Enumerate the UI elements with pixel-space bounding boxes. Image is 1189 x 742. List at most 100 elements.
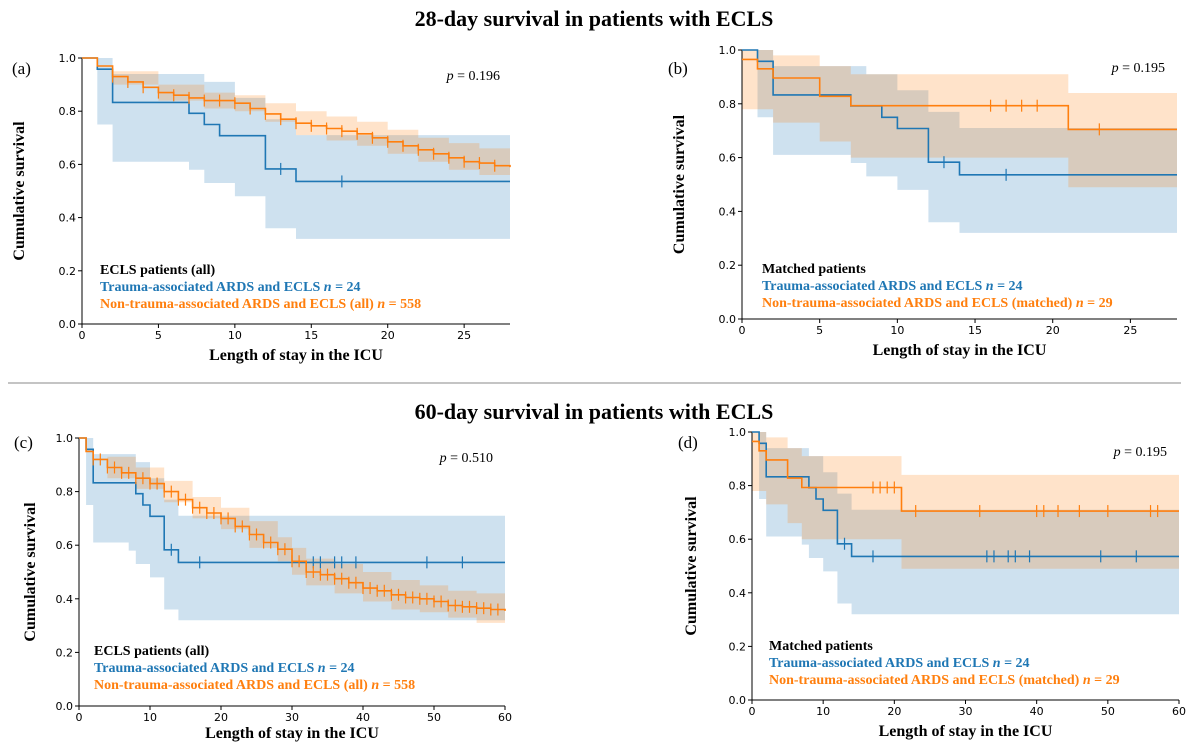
panel-label: (a) [12, 59, 31, 78]
legend-entry-trauma: Trauma-associated ARDS and ECLS n = 24 [100, 280, 361, 295]
section-title-60-day: 60-day survival in patients with ECLS [415, 399, 774, 424]
legend-series-name: Non-trauma-associated ARDS and ECLS (all… [100, 297, 377, 312]
legend-n-symbol: n [993, 656, 1001, 671]
p-value-text: = 0.195 [1121, 445, 1167, 460]
legend-n-value: = 24 [1001, 656, 1030, 671]
section-title-28-day: 28-day survival in patients with ECLS [415, 6, 774, 31]
survival-curve-trauma [79, 437, 505, 564]
legend-series-name: Trauma-associated ARDS and ECLS [100, 280, 324, 295]
y-axis-title: Cumulative survival [11, 121, 28, 261]
y-tick-label: 0.6 [719, 152, 737, 165]
ci-band-non-trauma [79, 438, 505, 626]
p-value: p = 0.196 [446, 69, 500, 84]
legend-n-value: = 24 [326, 661, 355, 676]
y-tick-label: 0.6 [59, 158, 77, 171]
p-value-symbol: p [439, 451, 447, 466]
y-tick-label: 0.4 [719, 205, 737, 218]
legend-entry-non-trauma: Non-trauma-associated ARDS and ECLS (mat… [769, 673, 1120, 688]
y-tick-label: 0.0 [719, 313, 737, 326]
x-tick-label: 20 [1046, 324, 1060, 337]
legend-title: ECLS patients (all) [100, 263, 215, 278]
y-tick-label: 0.4 [729, 587, 747, 600]
legend-entry-trauma: Trauma-associated ARDS and ECLS n = 24 [94, 661, 355, 676]
x-tick-label: 0 [76, 711, 83, 724]
y-tick-label: 0.2 [729, 640, 747, 653]
ci-band-trauma [752, 432, 1179, 615]
y-tick-label: 1.0 [59, 52, 77, 65]
y-tick-label: 1.0 [729, 426, 747, 439]
x-tick-label: 10 [890, 324, 904, 337]
p-value-symbol: p [446, 69, 454, 84]
y-tick-label: 0.4 [59, 212, 77, 225]
y-tick-label: 0.0 [56, 700, 74, 713]
y-tick-label: 0.8 [59, 105, 77, 118]
legend-n-symbol: n [1076, 296, 1084, 311]
x-tick-label: 30 [285, 711, 299, 724]
ci-band-trauma [79, 438, 505, 621]
legend-n-value: = 24 [994, 279, 1023, 294]
x-tick-label: 20 [381, 329, 395, 342]
y-axis-title: Cumulative survival [683, 496, 700, 636]
legend-n-symbol: n [318, 661, 326, 676]
x-tick-label: 10 [816, 705, 830, 718]
legend-entry-trauma: Trauma-associated ARDS and ECLS n = 24 [769, 656, 1030, 671]
legend-n-value: = 29 [1091, 673, 1120, 688]
panel-label: (d) [678, 433, 698, 452]
p-value: p = 0.195 [1111, 61, 1165, 76]
x-tick-label: 40 [356, 711, 370, 724]
legend-series-name: Non-trauma-associated ARDS and ECLS (mat… [769, 673, 1083, 688]
x-tick-label: 10 [143, 711, 157, 724]
legend-series-name: Non-trauma-associated ARDS and ECLS (mat… [762, 296, 1076, 311]
legend-series-name: Trauma-associated ARDS and ECLS [769, 656, 993, 671]
x-tick-label: 20 [214, 711, 228, 724]
y-tick-label: 1.0 [719, 44, 737, 57]
x-tick-label: 0 [739, 324, 746, 337]
y-axis-title: Cumulative survival [22, 502, 39, 642]
legend-entry-non-trauma: Non-trauma-associated ARDS and ECLS (all… [94, 678, 415, 693]
x-tick-label: 15 [968, 324, 982, 337]
x-axis-title: Length of stay in the ICU [209, 347, 383, 364]
p-value-text: = 0.196 [454, 69, 500, 84]
legend-entry-non-trauma: Non-trauma-associated ARDS and ECLS (all… [100, 297, 421, 312]
legend-n-symbol: n [377, 297, 385, 312]
ci-band-non-trauma [742, 50, 1177, 188]
legend-title: Matched patients [769, 639, 873, 654]
x-tick-label: 25 [1123, 324, 1137, 337]
x-tick-label: 5 [816, 324, 823, 337]
x-tick-label: 50 [427, 711, 441, 724]
x-tick-label: 60 [1172, 705, 1186, 718]
y-tick-label: 0.0 [59, 318, 77, 331]
x-tick-label: 60 [498, 711, 512, 724]
survival-curve-trauma [82, 57, 510, 183]
p-value-symbol: p [1111, 61, 1119, 76]
y-tick-label: 0.8 [719, 98, 737, 111]
ci-band-non-trauma [752, 432, 1179, 569]
legend-entry-non-trauma: Non-trauma-associated ARDS and ECLS (mat… [762, 296, 1113, 311]
y-tick-label: 0.8 [729, 480, 747, 493]
x-tick-label: 15 [304, 329, 318, 342]
y-tick-label: 0.4 [56, 593, 74, 606]
x-tick-label: 30 [959, 705, 973, 718]
legend-n-symbol: n [1083, 673, 1091, 688]
y-tick-label: 0.8 [56, 486, 74, 499]
x-tick-label: 5 [155, 329, 162, 342]
y-tick-label: 0.2 [56, 646, 74, 659]
x-axis-title: Length of stay in the ICU [879, 723, 1053, 740]
p-value-text: = 0.195 [1119, 61, 1165, 76]
legend-n-value: = 558 [379, 678, 415, 693]
legend-n-value: = 24 [332, 280, 361, 295]
panel-b: 0 5 10 15 20 25 0.0 0.2 0.4 0.6 0.8 1.0 (b) p = 0.195… [668, 44, 1177, 359]
x-axis-title: Length of stay in the ICU [205, 725, 379, 742]
legend-n-symbol: n [371, 678, 379, 693]
y-tick-label: 1.0 [56, 432, 74, 445]
y-tick-label: 0.6 [56, 539, 74, 552]
y-tick-label: 0.2 [719, 259, 737, 272]
legend-title: ECLS patients (all) [94, 644, 209, 659]
p-value: p = 0.510 [439, 451, 493, 466]
legend-n-symbol: n [986, 279, 994, 294]
p-value-text: = 0.510 [447, 451, 493, 466]
legend-series-name: Trauma-associated ARDS and ECLS [94, 661, 318, 676]
survival-curve-non-trauma [742, 58, 1177, 131]
legend-n-value: = 558 [385, 297, 421, 312]
